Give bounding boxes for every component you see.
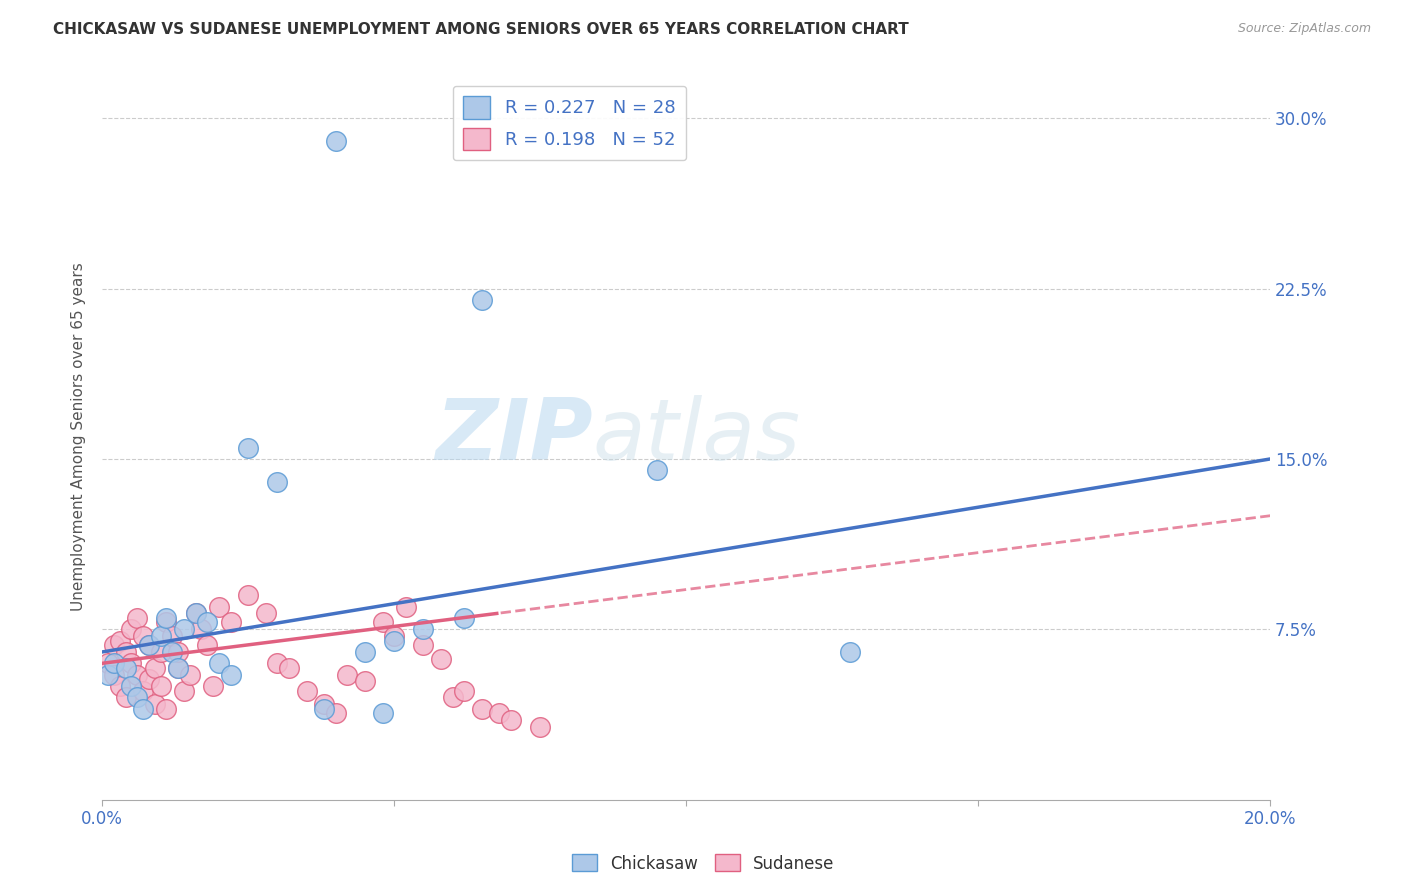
Point: [97, 667, 120, 681]
Point: [325, 706, 347, 721]
Point: [155, 615, 177, 630]
Point: [441, 690, 464, 705]
Point: [295, 683, 318, 698]
Point: [266, 657, 288, 671]
Point: [138, 638, 160, 652]
Point: [179, 667, 201, 681]
Point: [120, 679, 142, 693]
Point: [127, 611, 149, 625]
Point: [138, 672, 160, 686]
Point: [325, 134, 347, 148]
Point: [336, 667, 359, 681]
Point: [278, 661, 301, 675]
Point: [162, 629, 184, 643]
Legend: R = 0.227   N = 28, R = 0.198   N = 52: R = 0.227 N = 28, R = 0.198 N = 52: [453, 86, 686, 161]
Point: [149, 679, 172, 693]
Point: [371, 706, 394, 721]
Point: [488, 706, 510, 721]
Point: [471, 702, 494, 716]
Point: [138, 638, 160, 652]
Point: [195, 615, 218, 630]
Point: [143, 697, 166, 711]
Y-axis label: Unemployment Among Seniors over 65 years: Unemployment Among Seniors over 65 years: [72, 262, 86, 611]
Point: [354, 645, 377, 659]
Point: [143, 661, 166, 675]
Point: [127, 690, 149, 705]
Point: [208, 657, 231, 671]
Point: [127, 667, 149, 681]
Point: [371, 615, 394, 630]
Point: [167, 661, 190, 675]
Point: [202, 679, 225, 693]
Point: [103, 667, 125, 681]
Point: [190, 622, 212, 636]
Point: [167, 645, 190, 659]
Point: [184, 607, 207, 621]
Point: [453, 683, 475, 698]
Point: [155, 702, 177, 716]
Point: [645, 463, 668, 477]
Point: [120, 622, 142, 636]
Point: [132, 629, 155, 643]
Point: [114, 645, 136, 659]
Point: [254, 607, 277, 621]
Point: [529, 720, 551, 734]
Point: [114, 690, 136, 705]
Point: [471, 293, 494, 307]
Point: [97, 657, 120, 671]
Point: [149, 645, 172, 659]
Point: [184, 607, 207, 621]
Point: [499, 713, 522, 727]
Point: [132, 683, 155, 698]
Point: [238, 588, 260, 602]
Point: [430, 652, 453, 666]
Point: [238, 441, 260, 455]
Legend: Chickasaw, Sudanese: Chickasaw, Sudanese: [565, 847, 841, 880]
Point: [162, 645, 184, 659]
Point: [173, 683, 195, 698]
Point: [382, 629, 405, 643]
Point: [412, 622, 434, 636]
Text: Source: ZipAtlas.com: Source: ZipAtlas.com: [1237, 22, 1371, 36]
Point: [412, 638, 434, 652]
Point: [453, 611, 475, 625]
Point: [195, 638, 218, 652]
Point: [103, 638, 125, 652]
Point: [219, 615, 242, 630]
Text: CHICKASAW VS SUDANESE UNEMPLOYMENT AMONG SENIORS OVER 65 YEARS CORRELATION CHART: CHICKASAW VS SUDANESE UNEMPLOYMENT AMONG…: [53, 22, 910, 37]
Point: [173, 622, 195, 636]
Point: [114, 661, 136, 675]
Text: atlas: atlas: [593, 395, 801, 478]
Point: [155, 611, 177, 625]
Point: [149, 629, 172, 643]
Point: [132, 702, 155, 716]
Point: [395, 599, 418, 614]
Point: [208, 599, 231, 614]
Point: [120, 657, 142, 671]
Point: [314, 702, 336, 716]
Point: [266, 475, 288, 489]
Point: [354, 674, 377, 689]
Point: [838, 645, 860, 659]
Text: ZIP: ZIP: [436, 395, 593, 478]
Point: [108, 633, 131, 648]
Point: [314, 697, 336, 711]
Point: [382, 633, 405, 648]
Point: [219, 667, 242, 681]
Point: [167, 661, 190, 675]
Point: [108, 679, 131, 693]
Point: [103, 657, 125, 671]
